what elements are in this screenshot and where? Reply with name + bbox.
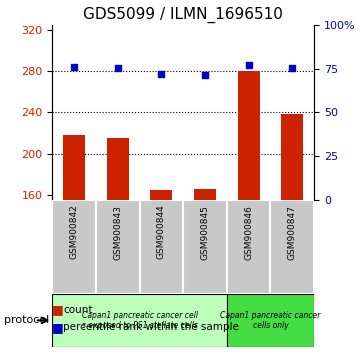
Bar: [96, 200, 140, 294]
Bar: [52, 200, 96, 294]
Bar: [140, 200, 183, 294]
Text: GSM900844: GSM900844: [157, 205, 166, 259]
Text: ■: ■: [52, 303, 68, 316]
Bar: [107, 138, 129, 200]
Bar: [194, 189, 216, 200]
Text: protocol: protocol: [4, 315, 49, 325]
Point: [290, 65, 295, 71]
Point: [246, 62, 252, 68]
Text: percentile rank within the sample: percentile rank within the sample: [63, 322, 239, 332]
Text: GSM900847: GSM900847: [288, 205, 297, 259]
Point: [115, 65, 121, 71]
Bar: [238, 71, 260, 200]
Text: ■: ■: [52, 321, 68, 334]
Text: GSM900845: GSM900845: [200, 205, 209, 259]
Bar: [63, 135, 85, 200]
Text: GSM900843: GSM900843: [113, 205, 122, 259]
Point: [71, 64, 77, 70]
Point: [202, 73, 208, 78]
Text: GSM900846: GSM900846: [244, 205, 253, 259]
Bar: [281, 114, 303, 200]
Bar: [227, 200, 270, 294]
Bar: [270, 200, 314, 294]
Point: [158, 72, 164, 77]
Bar: [52, 294, 227, 347]
Text: GSM900842: GSM900842: [70, 205, 79, 259]
Title: GDS5099 / ILMN_1696510: GDS5099 / ILMN_1696510: [83, 7, 283, 23]
Bar: [151, 190, 172, 200]
Bar: [183, 200, 227, 294]
Text: Capan1 pancreatic cancer
cells only: Capan1 pancreatic cancer cells only: [220, 311, 321, 330]
Bar: [227, 294, 314, 347]
Text: count: count: [63, 305, 93, 315]
Text: Capan1 pancreatic cancer cell
s exposed to PS1 stellate cells: Capan1 pancreatic cancer cell s exposed …: [82, 311, 197, 330]
